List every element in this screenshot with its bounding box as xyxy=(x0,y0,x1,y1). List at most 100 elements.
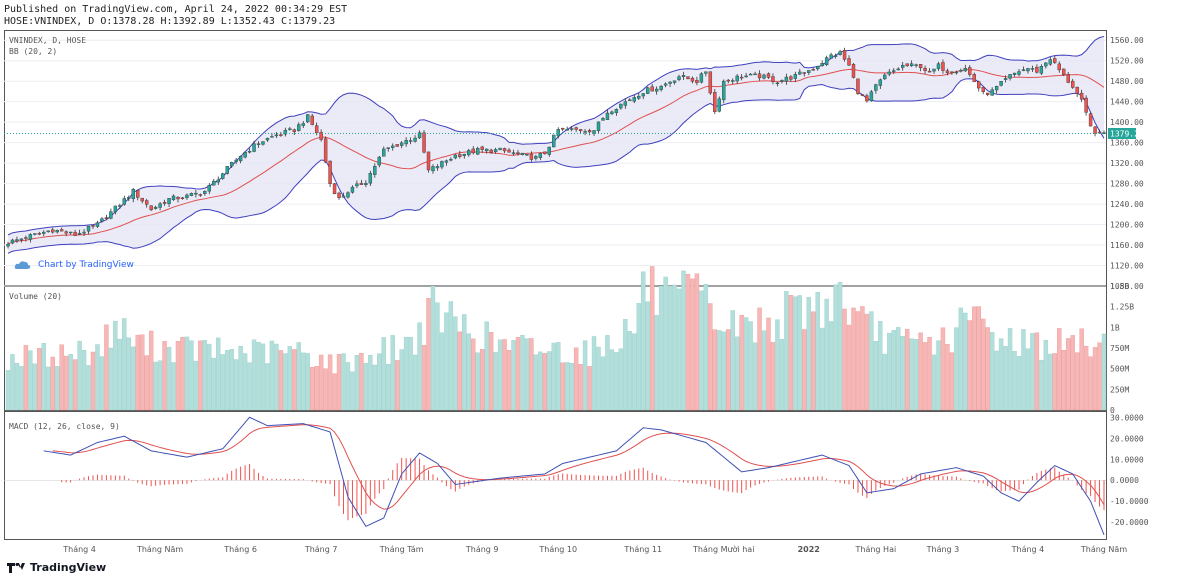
candle-body xyxy=(914,64,918,66)
volume-bar xyxy=(645,301,650,411)
last-price-badge xyxy=(1108,128,1136,139)
volume-bar xyxy=(399,349,404,411)
volume-bar xyxy=(408,336,413,411)
candle-body xyxy=(435,166,440,169)
volume-bar xyxy=(426,298,431,411)
price-tick-label: 1400.00 xyxy=(1110,118,1144,127)
volume-bar xyxy=(506,350,512,411)
candle-body xyxy=(646,87,650,94)
cloud-icon xyxy=(14,261,31,269)
x-axis-label: Tháng Năm xyxy=(136,545,183,554)
macd-line xyxy=(43,416,1105,535)
volume-bar xyxy=(350,371,355,411)
x-axis-label: Tháng 6 xyxy=(223,545,257,554)
volume-bar xyxy=(542,353,548,411)
candle-body xyxy=(507,149,511,153)
candle-body xyxy=(516,152,520,155)
candle-body xyxy=(990,89,994,96)
volume-bar xyxy=(309,367,315,411)
candle-body xyxy=(900,64,905,68)
candle-body xyxy=(24,237,28,239)
volume-bar xyxy=(1021,329,1026,411)
candle-body xyxy=(735,75,739,82)
volume-tick-label: 750M xyxy=(1110,344,1129,353)
candle-body xyxy=(824,57,829,65)
volume-bar xyxy=(1052,353,1057,411)
candle-body xyxy=(614,109,619,113)
candle-body xyxy=(681,74,686,77)
volume-bar xyxy=(108,347,114,411)
candle-body xyxy=(1084,97,1088,113)
candle-body xyxy=(140,197,144,202)
volume-bar xyxy=(274,343,279,411)
volume-bar xyxy=(301,352,306,411)
volume-bar xyxy=(824,298,829,411)
candle-body xyxy=(771,76,775,83)
volume-bar xyxy=(90,351,96,411)
candle-body xyxy=(6,243,10,247)
volume-bar xyxy=(1074,352,1080,411)
candle-body xyxy=(417,132,422,139)
macd-tick-label: -20.0000 xyxy=(1110,518,1149,527)
volume-bar xyxy=(734,336,740,411)
volume-bar xyxy=(479,349,485,411)
candle-body xyxy=(471,148,475,154)
candle-body xyxy=(113,205,118,213)
symbol-ohlc-line: HOSE:VNINDEX, D O:1378.28 H:1392.89 L:13… xyxy=(4,16,336,27)
volume-bar xyxy=(435,302,440,411)
volume-bar xyxy=(211,357,216,411)
volume-tick-label: 1.5B xyxy=(1110,282,1129,291)
volume-bar xyxy=(198,340,203,411)
candle-body xyxy=(162,201,167,204)
candle-body xyxy=(762,74,766,79)
volume-bar xyxy=(775,319,780,411)
volume-bar xyxy=(842,308,847,411)
candle-body xyxy=(994,86,999,91)
candle-body xyxy=(319,132,323,140)
footer-logo[interactable]: TradingView xyxy=(6,561,106,574)
volume-bar xyxy=(296,342,301,411)
candle-body xyxy=(502,148,507,152)
candle-body xyxy=(404,140,408,145)
volume-bar xyxy=(1083,345,1089,411)
candle-body xyxy=(1008,74,1012,79)
volume-bar xyxy=(77,340,82,411)
volume-bar xyxy=(614,352,619,411)
price-tick-label: 1440.00 xyxy=(1110,98,1144,107)
volume-bar xyxy=(448,301,454,411)
candle-body xyxy=(923,67,927,71)
volume-bar xyxy=(1003,346,1008,411)
volume-bar xyxy=(972,306,977,411)
volume-bar xyxy=(81,350,87,411)
volume-bar xyxy=(676,288,682,411)
volume-bar xyxy=(1061,350,1066,411)
price-tick-label: 1240.00 xyxy=(1110,200,1144,209)
candle-body xyxy=(449,158,453,161)
candle-body xyxy=(753,73,757,76)
volume-bar xyxy=(900,335,905,411)
volume-bar xyxy=(1101,333,1107,411)
volume-bar xyxy=(497,339,503,411)
chart-watermark[interactable]: Chart by TradingView xyxy=(14,259,134,271)
candle-body xyxy=(977,81,981,89)
candle-body xyxy=(1070,80,1075,88)
volume-bar xyxy=(632,333,637,411)
volume-bar xyxy=(345,362,351,411)
volume-bar xyxy=(202,340,208,411)
candle-body xyxy=(77,232,82,235)
volume-tick-label: 250M xyxy=(1110,385,1129,394)
candle-body xyxy=(131,188,135,199)
candle-body xyxy=(238,156,243,162)
candle-body xyxy=(185,194,189,198)
volume-bar xyxy=(529,338,534,411)
volume-bar xyxy=(994,350,999,411)
volume-bar xyxy=(869,311,874,411)
volume-bar xyxy=(126,337,131,411)
volume-bar xyxy=(140,334,145,411)
volume-bar xyxy=(157,360,163,411)
volume-bar xyxy=(327,354,333,411)
candle-body xyxy=(985,92,990,95)
candle-body xyxy=(896,68,900,71)
candle-body xyxy=(722,80,726,101)
